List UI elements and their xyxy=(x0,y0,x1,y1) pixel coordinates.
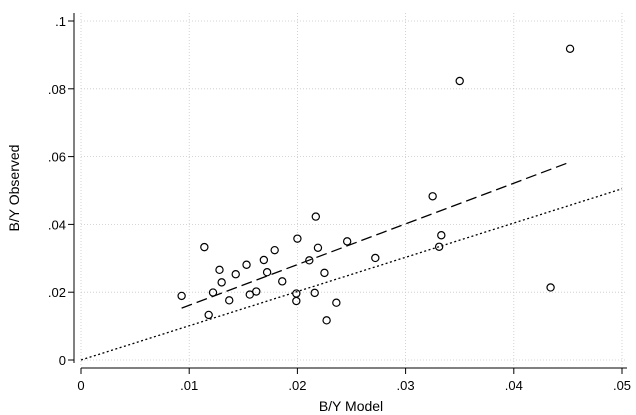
data-point xyxy=(428,192,437,201)
y-tick-label: .06 xyxy=(48,150,66,165)
y-tick-label: .1 xyxy=(55,14,66,29)
data-point xyxy=(310,288,319,298)
x-axis-title: B/Y Model xyxy=(319,398,383,414)
data-points xyxy=(177,44,575,325)
data-point xyxy=(292,289,301,298)
data-point xyxy=(371,253,380,263)
x-tick-label: .01 xyxy=(180,378,198,393)
data-point xyxy=(270,245,279,255)
data-point xyxy=(293,234,302,243)
x-tick-label: .05 xyxy=(613,378,631,393)
data-point xyxy=(231,270,240,279)
data-point xyxy=(242,260,251,269)
data-point xyxy=(342,237,352,246)
data-point xyxy=(292,296,301,306)
x-tick-label: 0 xyxy=(77,378,84,393)
y-tick-label: .02 xyxy=(48,285,66,300)
data-point xyxy=(245,290,254,299)
data-point xyxy=(311,212,320,221)
data-point xyxy=(208,288,218,297)
data-point xyxy=(204,310,213,320)
x-tick-label: .03 xyxy=(397,378,415,393)
dotted-fit-line xyxy=(80,188,623,361)
x-tick-label: .02 xyxy=(288,378,306,393)
data-point xyxy=(320,268,329,278)
data-point xyxy=(262,267,272,277)
y-tick-label: 0 xyxy=(59,353,66,368)
data-point xyxy=(252,287,261,296)
y-tick-label: .04 xyxy=(48,217,66,232)
data-point xyxy=(200,242,209,252)
grid xyxy=(80,13,627,365)
fit-lines xyxy=(80,161,623,361)
axes xyxy=(68,13,627,374)
data-point xyxy=(455,76,464,86)
data-point xyxy=(322,316,331,325)
data-point xyxy=(437,231,446,240)
data-point xyxy=(225,296,234,305)
x-tick-label: .04 xyxy=(505,378,523,393)
data-point xyxy=(434,242,444,251)
y-tick-label: .08 xyxy=(48,82,66,97)
data-point xyxy=(259,255,269,265)
data-point xyxy=(177,291,186,301)
data-point xyxy=(217,278,226,287)
data-point xyxy=(546,283,555,292)
data-point xyxy=(332,298,341,307)
data-point xyxy=(278,277,287,286)
tick-labels: 0 .01 .02 .03 .04 .05 0 .02 .04 .06 .08 .1 xyxy=(48,14,631,393)
dashed-fit-line xyxy=(181,161,571,309)
data-point xyxy=(305,256,314,265)
data-point xyxy=(565,44,575,53)
data-point xyxy=(215,265,224,275)
y-axis-title: B/Y Observed xyxy=(6,145,22,232)
data-point xyxy=(313,243,323,252)
